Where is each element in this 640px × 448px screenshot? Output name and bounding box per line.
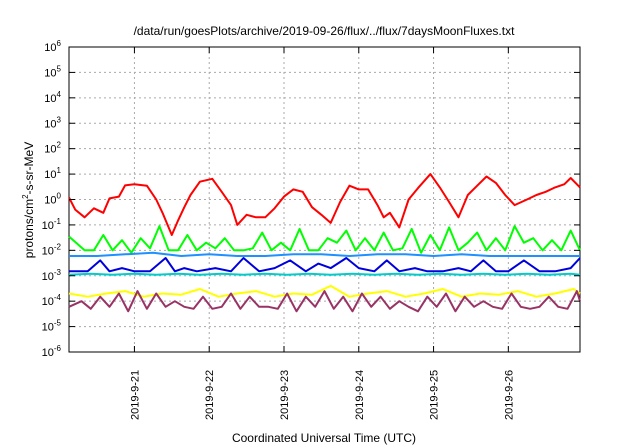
y-tick-label: 10-1 <box>42 217 62 232</box>
series-line-7 <box>68 290 581 313</box>
x-tick-label: 2019-9-23 <box>279 370 291 420</box>
chart-title: /data/run/goesPlots/archive/2019-09-26/f… <box>134 24 516 38</box>
y-tick-label: 101 <box>44 166 61 181</box>
x-axis-ticks: 2019-9-21 2019-9-22 2019-9-23 2019-9-24 2019… <box>129 47 515 420</box>
y-tick-label: 10-3 <box>42 268 62 283</box>
x-tick-label: 2019-9-26 <box>503 370 515 420</box>
series-line-1 <box>68 173 581 236</box>
y-tick-label: 10-5 <box>42 319 62 334</box>
y-axis-label: protons/cm2-s-sr-MeV <box>21 142 36 258</box>
y-tick-label: 102 <box>44 141 61 156</box>
grid-lines <box>69 47 580 352</box>
y-tick-label: 106 <box>44 39 61 54</box>
x-axis-label: Coordinated Universal Time (UTC) <box>232 431 416 445</box>
series-layer <box>68 173 581 313</box>
series-line-3 <box>69 251 580 257</box>
y-tick-label: 10-4 <box>42 293 62 308</box>
series-line-5 <box>68 272 581 276</box>
y-tick-label: 10-6 <box>42 344 62 359</box>
y-tick-label: 103 <box>44 115 61 130</box>
y-axis-ticks: 10-6 10-5 10-4 10-3 10-2 10-1 100 101 102 103 104 1… <box>42 39 580 359</box>
y-tick-label: 100 <box>44 192 61 207</box>
series-line-2 <box>68 225 581 254</box>
y-tick-label: 105 <box>44 64 61 79</box>
x-tick-label: 2019-9-25 <box>429 370 441 420</box>
x-tick-label: 2019-9-22 <box>204 370 216 420</box>
x-tick-label: 2019-9-24 <box>354 370 366 420</box>
series-line-4 <box>69 257 581 273</box>
y-tick-label: 10-2 <box>42 242 62 257</box>
y-tick-label: 104 <box>44 90 61 105</box>
x-tick-label: 2019-9-21 <box>129 370 141 420</box>
